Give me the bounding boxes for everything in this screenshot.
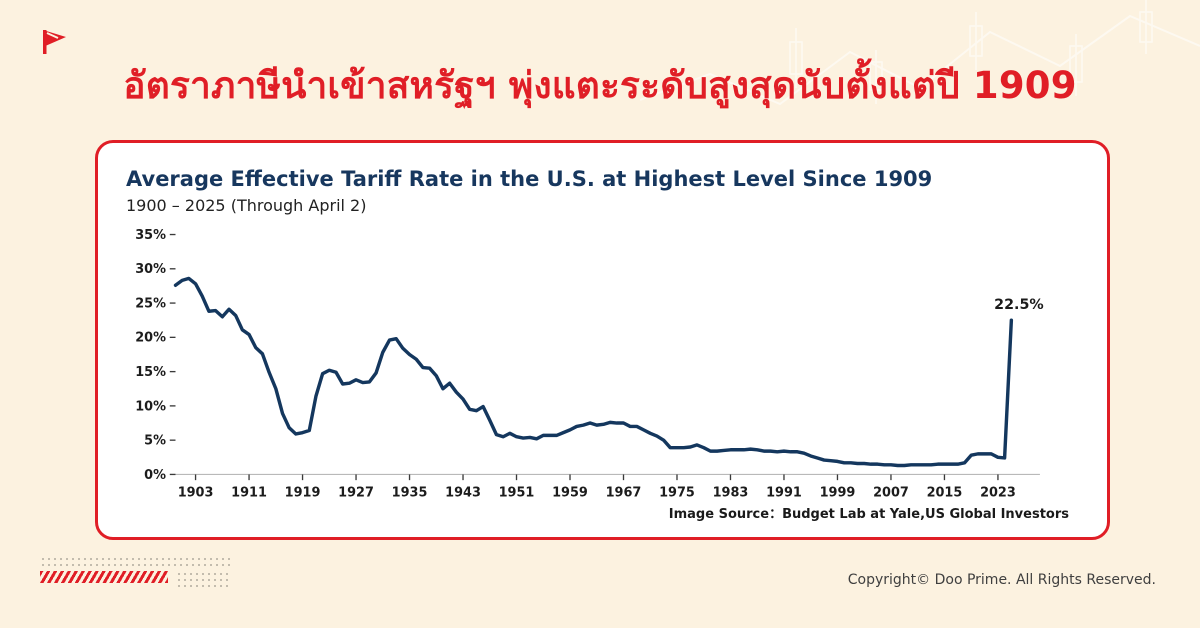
doo-prime-logo [43, 30, 66, 54]
svg-text:1927: 1927 [338, 485, 374, 500]
chart-title: Average Effective Tariff Rate in the U.S… [126, 167, 933, 191]
red-stripes-decoration [40, 571, 168, 583]
copyright-text: Copyright© Doo Prime. All Rights Reserve… [847, 572, 1156, 588]
svg-text:0%: 0% [144, 468, 166, 483]
svg-text:2015: 2015 [927, 485, 963, 500]
svg-text:2023: 2023 [980, 485, 1016, 500]
halftone-dots-decoration [40, 556, 232, 569]
page-title: อัตราภาษีนำเข้าสหรัฐฯ พุ่งแตะระดับสูงสุด… [123, 64, 1077, 107]
svg-text:1919: 1919 [285, 485, 321, 500]
svg-text:35%: 35% [135, 228, 166, 243]
svg-text:1951: 1951 [499, 485, 535, 500]
tariff-rate-line-chart: 0% 5% 10% 15% 20% 25% 30% 35% 1903 1911 1919 1927 19… [135, 228, 1043, 500]
halftone-dots-decoration [176, 571, 232, 591]
svg-text:5%: 5% [144, 434, 166, 449]
svg-text:2007: 2007 [873, 485, 909, 500]
svg-text:30%: 30% [135, 262, 166, 277]
image-source-value: Budget Lab at Yale,US Global Investors [782, 507, 1069, 522]
svg-text:22.5%: 22.5% [994, 297, 1043, 313]
svg-text:20%: 20% [135, 331, 166, 346]
svg-text:1903: 1903 [178, 485, 214, 500]
svg-text:1943: 1943 [445, 485, 481, 500]
svg-text:1983: 1983 [713, 485, 749, 500]
svg-text:1991: 1991 [766, 485, 802, 500]
image-source: Image Source：Budget Lab at Yale,US Globa… [669, 503, 1069, 522]
svg-text:1911: 1911 [231, 485, 267, 500]
image-source-label: Image Source： [668, 507, 783, 522]
svg-text:1935: 1935 [392, 485, 428, 500]
svg-text:1967: 1967 [606, 485, 642, 500]
chart-subtitle: 1900 – 2025 (Through April 2) [126, 196, 367, 215]
svg-text:25%: 25% [135, 296, 166, 311]
svg-text:15%: 15% [135, 365, 166, 380]
chart-card: Average Effective Tariff Rate in the U.S… [95, 140, 1110, 540]
svg-text:1959: 1959 [552, 485, 588, 500]
svg-text:1975: 1975 [659, 485, 695, 500]
svg-text:10%: 10% [135, 399, 166, 414]
svg-text:1999: 1999 [820, 485, 856, 500]
